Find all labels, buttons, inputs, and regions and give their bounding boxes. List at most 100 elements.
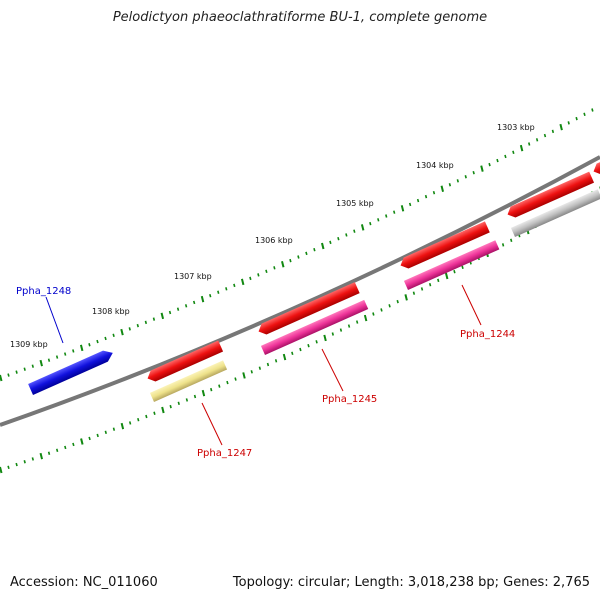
gene-label-ppha-1245[interactable]: Ppha_1245: [322, 394, 377, 405]
topology-text: Topology: circular; Length: 3,018,238 bp…: [232, 575, 590, 590]
tick-mark: [543, 133, 547, 138]
accession-text: Accession: NC_011060: [10, 575, 158, 590]
tick-mark: [64, 445, 67, 450]
tick-mark: [273, 266, 276, 270]
tick-mark: [313, 248, 316, 252]
tick-mark: [274, 359, 278, 363]
feature-ppha-1244-bar[interactable]: [403, 240, 500, 290]
tick-mark: [55, 355, 59, 359]
tick-mark: [307, 343, 310, 348]
leader-ppha-1248: [45, 296, 64, 344]
tick-mark: [591, 108, 594, 112]
cds-ppha-1245-arrow[interactable]: [256, 282, 360, 337]
tick-mark: [88, 343, 91, 347]
tick-mark: [315, 340, 318, 344]
tick-label-1305: 1305 kbp: [336, 199, 374, 208]
tick-label-1303: 1303 kbp: [497, 123, 535, 132]
cds-ppha-1244-arrow[interactable]: [398, 221, 490, 271]
tick-mark: [233, 283, 236, 288]
tick-mark: [0, 374, 3, 382]
feature-ppha-1245-bar[interactable]: [260, 299, 369, 355]
tick-mark: [31, 457, 35, 461]
tick-mark: [128, 421, 132, 425]
tick-mark: [461, 265, 464, 270]
gene-label-ppha-1248[interactable]: Ppha_1248: [16, 286, 71, 297]
tick-row-outer: [0, 108, 594, 382]
cds-ppha-1247-arrow[interactable]: [145, 340, 224, 384]
tick-mark: [145, 414, 148, 419]
tick-mark: [39, 359, 43, 367]
tick-mark: [347, 324, 351, 328]
tick-mark: [168, 310, 172, 315]
tick-mark: [472, 171, 475, 175]
tick-mark: [265, 269, 268, 274]
tick-mark: [353, 229, 356, 233]
tick-mark: [437, 278, 440, 283]
tick-label-1308: 1308 kbp: [92, 307, 130, 316]
gene-ppha-1248-arrow[interactable]: [28, 347, 115, 395]
tick-mark: [464, 175, 467, 179]
tick-mark: [299, 347, 302, 352]
tick-mark: [96, 339, 99, 344]
tick-mark: [496, 158, 499, 163]
tick-mark: [15, 370, 18, 374]
tick-mark: [388, 304, 391, 308]
tick-mark: [400, 205, 405, 212]
tick-mark: [258, 366, 262, 370]
tick-mark: [551, 129, 555, 134]
tick-mark: [144, 320, 148, 325]
tick-mark: [559, 123, 563, 131]
tick-mark: [432, 190, 436, 195]
tick-mark: [412, 291, 416, 295]
tick-mark: [80, 438, 84, 445]
tick-mark: [440, 185, 444, 192]
tick-mark: [535, 138, 539, 142]
tick-mark: [104, 336, 107, 341]
tick-mark: [363, 314, 368, 322]
tick-mark: [72, 349, 75, 353]
tick-mark: [567, 121, 570, 125]
cds-ppha-1243-arrow[interactable]: [505, 171, 595, 220]
tick-mark: [360, 224, 365, 231]
tick-mark: [192, 300, 196, 305]
tick-mark: [120, 328, 124, 336]
tick-mark: [217, 290, 220, 294]
tick-mark: [137, 418, 140, 422]
tick-mark: [420, 287, 424, 291]
tick-mark: [177, 401, 180, 405]
tick-mark: [185, 398, 189, 402]
tick-mark: [444, 272, 449, 280]
tick-mark: [104, 430, 107, 435]
feature-ppha-1247-bar[interactable]: [149, 360, 228, 402]
tick-mark: [47, 451, 51, 455]
tick-mark: [209, 293, 212, 298]
tick-mark: [257, 273, 260, 277]
tick-mark: [337, 236, 340, 241]
tick-mark: [504, 154, 507, 159]
tick-mark: [128, 327, 131, 331]
tick-mark: [404, 294, 408, 301]
tick-mark: [120, 422, 125, 430]
tick-mark: [355, 320, 359, 324]
tick-mark: [396, 299, 399, 304]
tick-mark: [249, 276, 252, 281]
tick-mark: [218, 384, 221, 388]
tick-mark: [112, 427, 116, 431]
map-title: Pelodictyon phaeoclathratiforme BU-1, co…: [112, 10, 488, 25]
tick-mark: [297, 255, 300, 259]
tick-mark: [242, 372, 246, 379]
tick-mark: [250, 370, 253, 374]
tick-mark: [47, 358, 51, 362]
tick-mark: [323, 334, 327, 342]
tick-mark: [240, 278, 245, 286]
tick-mark: [510, 238, 513, 243]
tick-mark: [226, 380, 229, 385]
tick-mark: [23, 367, 26, 371]
gene-label-ppha-1244[interactable]: Ppha_1244: [460, 329, 515, 340]
gene-label-ppha-1247[interactable]: Ppha_1247: [197, 448, 252, 459]
leader-ppha-1247: [201, 402, 223, 446]
tick-mark: [345, 233, 348, 237]
feature-ppha-1243-bar[interactable]: [510, 189, 600, 237]
tick-mark: [23, 460, 26, 464]
